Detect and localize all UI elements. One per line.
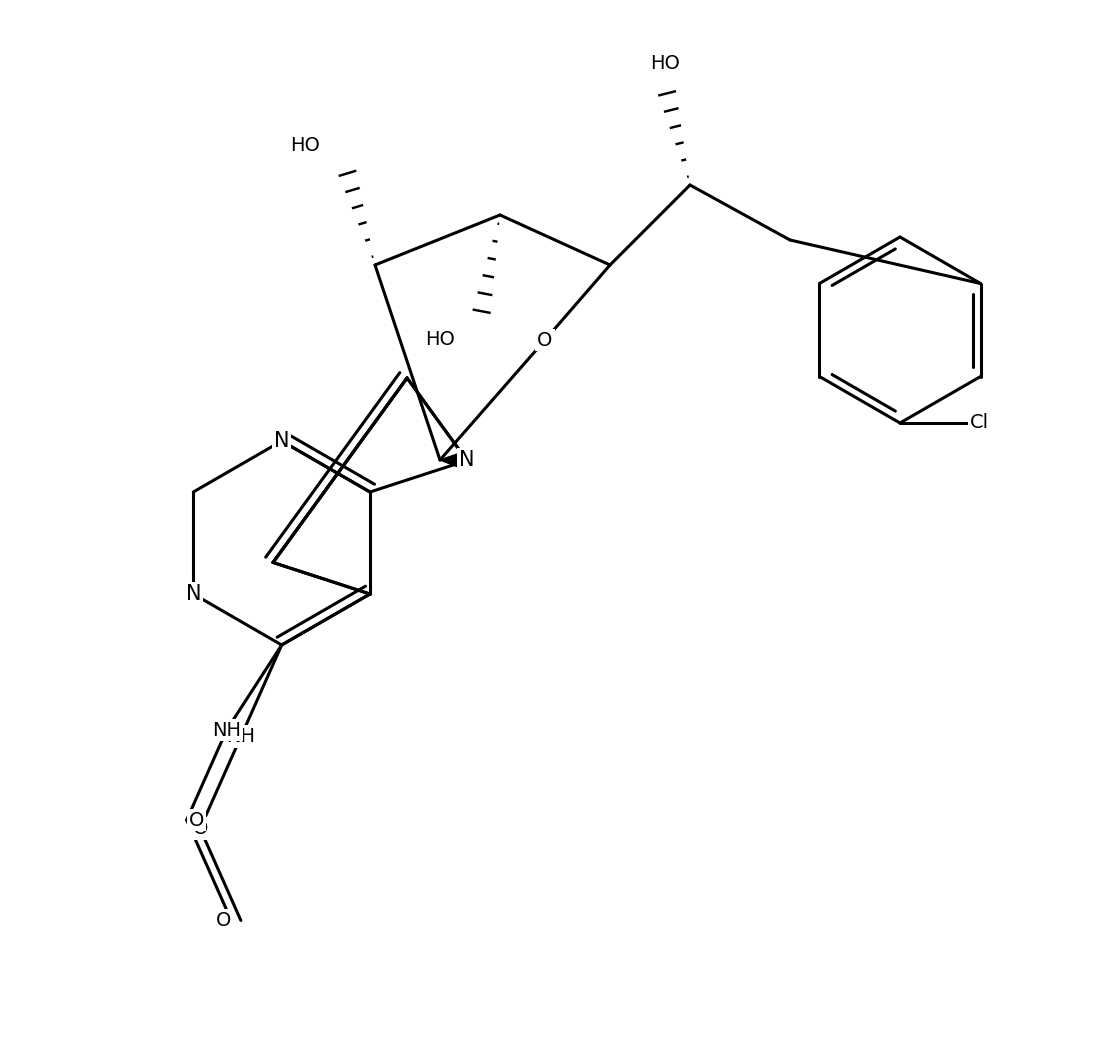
Text: N: N	[185, 584, 201, 604]
Text: O: O	[537, 331, 553, 350]
Text: Cl: Cl	[970, 413, 989, 432]
Polygon shape	[440, 450, 468, 470]
Text: HO: HO	[290, 136, 320, 155]
Text: HO: HO	[425, 330, 455, 349]
Text: O: O	[193, 819, 208, 838]
Text: N: N	[459, 450, 474, 470]
Text: HO: HO	[650, 54, 680, 73]
Text: N: N	[274, 431, 289, 451]
Text: NH: NH	[226, 727, 255, 746]
Text: O: O	[215, 911, 230, 930]
Text: NH: NH	[212, 721, 242, 740]
Text: O: O	[189, 811, 204, 829]
